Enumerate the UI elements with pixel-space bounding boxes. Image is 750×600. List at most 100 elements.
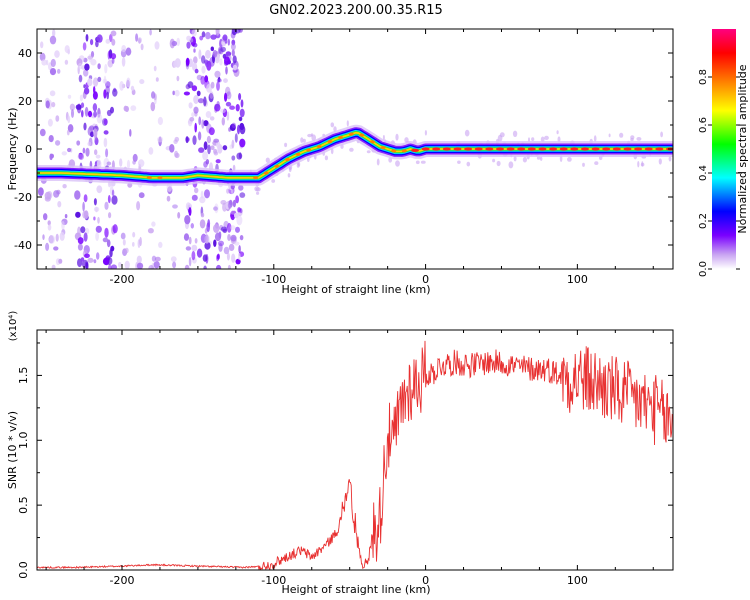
noise-speck bbox=[95, 206, 98, 213]
noise-speck bbox=[193, 95, 199, 104]
noise-speck bbox=[239, 138, 246, 148]
noise-speck bbox=[233, 212, 239, 219]
noise-speck bbox=[97, 76, 102, 82]
ridge-peak bbox=[634, 147, 643, 151]
ridge-peak bbox=[380, 146, 386, 150]
noise-speck bbox=[103, 89, 107, 99]
x-tick-label: 0 bbox=[422, 273, 429, 286]
noise-speck bbox=[67, 115, 71, 124]
noise-speck bbox=[206, 83, 213, 93]
snr-background bbox=[37, 330, 673, 570]
noise-speck bbox=[232, 164, 236, 172]
noise-speck bbox=[121, 57, 126, 67]
noise-speck bbox=[191, 244, 198, 252]
noise-speck bbox=[204, 234, 210, 244]
noise-speck bbox=[215, 29, 220, 36]
colorbar-ticks: 0.0 0.2 0.4 0.6 0.8 bbox=[698, 69, 740, 277]
noise-speck bbox=[138, 192, 145, 199]
halo-speck bbox=[496, 160, 501, 167]
halo-speck bbox=[284, 142, 288, 148]
ridge-peak bbox=[263, 171, 269, 175]
colorbar-tick-label: 0.0 bbox=[698, 261, 709, 277]
noise-speck bbox=[198, 116, 202, 126]
noise-speck bbox=[90, 58, 97, 66]
noise-speck bbox=[48, 135, 54, 143]
noise-speck bbox=[189, 117, 195, 122]
noise-speck bbox=[132, 242, 135, 247]
noise-speck bbox=[213, 138, 220, 143]
halo-speck bbox=[346, 120, 349, 127]
y-tick-label: 1.5 bbox=[17, 367, 30, 385]
noise-speck bbox=[198, 49, 202, 60]
noise-speck bbox=[125, 47, 132, 56]
colorbar: 0.0 0.2 0.4 0.6 0.8 Normalized spectral ampl… bbox=[698, 29, 749, 277]
noise-speck bbox=[106, 239, 111, 248]
noise-speck bbox=[85, 34, 89, 42]
y-tick-label: 1.0 bbox=[17, 432, 30, 450]
halo-speck bbox=[311, 134, 317, 141]
ridge-peak bbox=[157, 176, 163, 180]
noise-speck bbox=[226, 188, 230, 194]
noise-speck bbox=[71, 109, 74, 118]
halo-speck bbox=[254, 186, 260, 192]
noise-speck bbox=[82, 147, 86, 154]
halo-speck bbox=[660, 131, 663, 138]
noise-speck bbox=[225, 66, 228, 75]
noise-speck bbox=[215, 104, 220, 109]
noise-speck bbox=[83, 69, 89, 77]
noise-speck bbox=[104, 227, 109, 238]
noise-speck bbox=[166, 195, 171, 202]
noise-speck bbox=[225, 101, 232, 107]
noise-speck bbox=[93, 198, 97, 206]
halo-speck bbox=[395, 133, 399, 141]
noise-speck bbox=[45, 59, 49, 66]
ridge-peak bbox=[527, 147, 536, 151]
noise-speck bbox=[136, 262, 144, 269]
noise-speck bbox=[64, 59, 69, 65]
noise-speck bbox=[77, 237, 84, 245]
noise-speck bbox=[103, 130, 109, 135]
noise-speck bbox=[235, 195, 240, 204]
y-tick-label: 0.5 bbox=[17, 496, 30, 514]
ridge-peak bbox=[348, 132, 354, 136]
noise-speck bbox=[191, 85, 198, 92]
noise-speck bbox=[240, 99, 244, 108]
noise-speck bbox=[76, 140, 81, 146]
noise-speck bbox=[118, 261, 122, 268]
ridge-peak bbox=[359, 133, 365, 137]
noise-speck bbox=[90, 131, 94, 138]
halo-speck bbox=[544, 135, 549, 140]
noise-speck bbox=[124, 247, 129, 254]
colorbar-tick-label: 0.8 bbox=[698, 69, 709, 85]
noise-speck bbox=[67, 94, 72, 99]
noise-speck bbox=[66, 129, 70, 136]
noise-speck bbox=[95, 232, 99, 241]
y-tick-label: 40 bbox=[18, 47, 32, 60]
noise-speck bbox=[95, 40, 99, 48]
noise-speck bbox=[64, 214, 68, 219]
noise-speck bbox=[136, 255, 142, 264]
noise-speck bbox=[226, 111, 230, 121]
halo-speck bbox=[492, 158, 496, 163]
ridge-peak bbox=[559, 147, 568, 151]
noise-speck bbox=[82, 201, 85, 212]
ridge-peak bbox=[506, 147, 515, 151]
noise-speck bbox=[188, 102, 193, 109]
noise-speck bbox=[57, 201, 62, 208]
noise-speck bbox=[169, 144, 175, 153]
noise-speck bbox=[227, 264, 231, 269]
noise-speck bbox=[193, 106, 199, 114]
noise-speck bbox=[230, 43, 236, 51]
snr-line-layer bbox=[37, 340, 673, 570]
noise-speck bbox=[204, 75, 209, 83]
noise-speck bbox=[203, 265, 207, 269]
noise-speck bbox=[230, 225, 236, 231]
noise-speck bbox=[232, 64, 238, 71]
noise-speck bbox=[188, 207, 192, 216]
x-tick-label: -200 bbox=[110, 273, 135, 286]
noise-speck bbox=[196, 90, 201, 97]
noise-speck bbox=[58, 258, 63, 264]
noise-speck bbox=[93, 110, 97, 118]
noise-speck bbox=[112, 88, 118, 97]
y-tick-label: 0 bbox=[25, 143, 32, 156]
